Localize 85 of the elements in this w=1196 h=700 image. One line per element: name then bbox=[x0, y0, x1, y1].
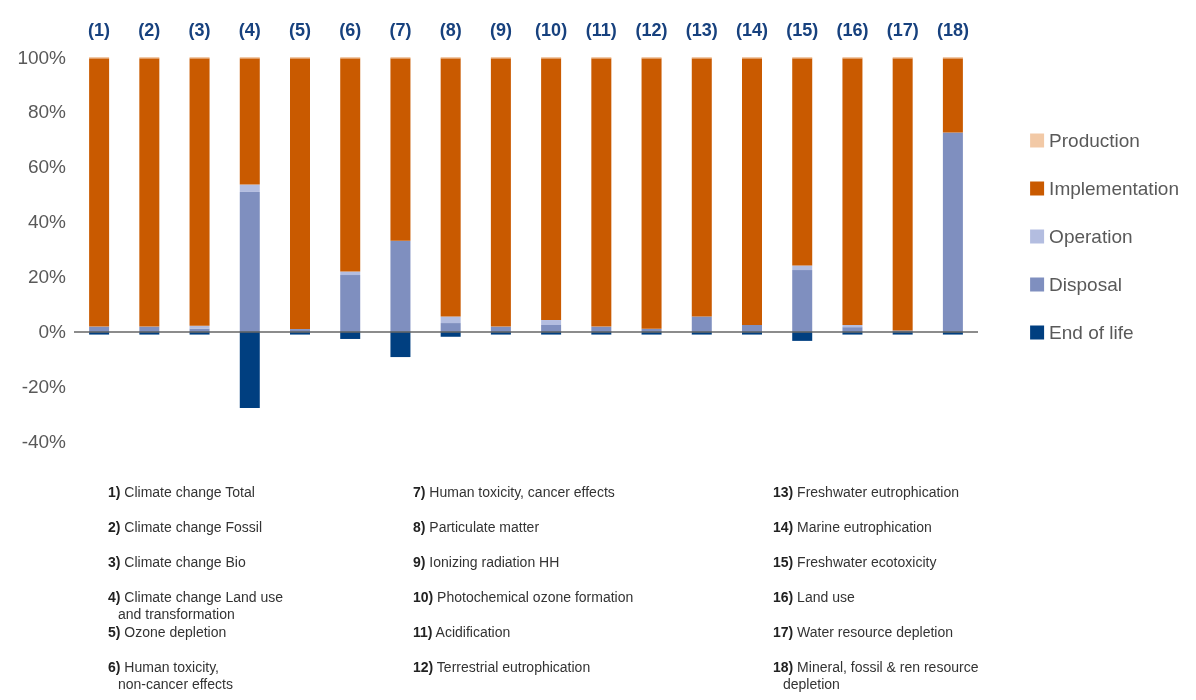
bar bbox=[541, 320, 562, 325]
bar bbox=[792, 270, 813, 332]
bar bbox=[942, 58, 963, 133]
legend-label: Operation bbox=[1049, 226, 1133, 247]
bar bbox=[340, 275, 361, 332]
bar bbox=[490, 58, 511, 327]
text: 17) Water resource depletion bbox=[773, 623, 954, 640]
x-tick-label: (6) bbox=[339, 20, 362, 40]
legend-label: Production bbox=[1049, 130, 1140, 151]
bar bbox=[842, 58, 863, 325]
y-tick-label: -20% bbox=[21, 375, 67, 397]
text: 8) Particulate matter bbox=[413, 518, 540, 535]
x-tick-label: (15) bbox=[786, 20, 819, 40]
text: 14) Marine eutrophication bbox=[773, 518, 932, 535]
bar bbox=[792, 265, 813, 271]
x-tick-label: (17) bbox=[886, 20, 919, 40]
y-tick-label: -40% bbox=[21, 430, 67, 452]
bar bbox=[591, 58, 612, 327]
y-tick-label: 0% bbox=[38, 320, 67, 342]
text: 9) Ionizing radiation HH bbox=[413, 553, 560, 570]
bar bbox=[290, 58, 310, 330]
x-tick-label: (3) bbox=[188, 20, 211, 40]
x-tick-label: (11) bbox=[585, 20, 617, 40]
y-tick-label: 100% bbox=[17, 46, 67, 68]
bar bbox=[892, 58, 913, 331]
text: 4) Climate change Land use and transformation bbox=[108, 588, 284, 622]
text: 13) Freshwater eutrophication bbox=[773, 483, 959, 500]
bar bbox=[189, 58, 210, 326]
bar bbox=[541, 324, 562, 332]
y-tick-label: 60% bbox=[27, 156, 67, 178]
text: 7) Human toxicity, cancer effects bbox=[413, 483, 615, 500]
x-tick-label: (10) bbox=[535, 20, 568, 40]
legend-label: End of life bbox=[1049, 322, 1134, 343]
text: 16) Land use bbox=[773, 588, 855, 605]
text: 18) Mineral, fossil & ren resource depletion bbox=[773, 658, 979, 692]
bar bbox=[842, 327, 863, 332]
bar bbox=[742, 58, 762, 325]
bar bbox=[340, 271, 361, 276]
bar bbox=[139, 58, 160, 327]
bar bbox=[792, 58, 813, 266]
bar bbox=[390, 58, 411, 241]
legend-label: Disposal bbox=[1049, 274, 1122, 295]
bar bbox=[340, 58, 361, 272]
text: 1) Climate change Total bbox=[108, 483, 255, 500]
x-tick-label: (1) bbox=[88, 20, 111, 40]
text: 5) Ozone depletion bbox=[108, 623, 227, 640]
bar bbox=[390, 331, 411, 358]
x-tick-label: (8) bbox=[439, 20, 462, 40]
bar bbox=[691, 58, 712, 317]
x-tick-label: (18) bbox=[936, 20, 969, 40]
bar bbox=[239, 331, 260, 409]
x-tick-label: (7) bbox=[389, 20, 412, 40]
bar bbox=[942, 132, 963, 332]
x-tick-label: (2) bbox=[138, 20, 161, 40]
x-tick-label: (13) bbox=[685, 20, 718, 40]
bar bbox=[440, 316, 461, 324]
text: 10) Photochemical ozone formation bbox=[413, 588, 634, 605]
x-tick-label: (16) bbox=[836, 20, 869, 40]
text: 2) Climate change Fossil bbox=[108, 518, 263, 535]
y-tick-label: 40% bbox=[27, 211, 67, 233]
bar bbox=[239, 184, 260, 192]
bar bbox=[742, 324, 762, 332]
x-tick-label: (4) bbox=[238, 20, 261, 40]
bar bbox=[89, 58, 110, 327]
bar bbox=[440, 323, 461, 332]
text: 15) Freshwater ecotoxicity bbox=[773, 553, 937, 570]
bar bbox=[440, 58, 461, 317]
x-tick-label: (14) bbox=[735, 20, 769, 40]
x-tick-label: (9) bbox=[489, 20, 512, 40]
text: 3) Climate change Bio bbox=[108, 553, 246, 570]
bar bbox=[239, 191, 260, 332]
legend-label: Implementation bbox=[1049, 178, 1179, 199]
bar bbox=[541, 58, 562, 321]
bar bbox=[239, 58, 260, 185]
bar bbox=[390, 240, 411, 332]
y-tick-label: 20% bbox=[27, 265, 67, 287]
text: 6) Human toxicity, non-cancer effects bbox=[108, 658, 233, 692]
bar bbox=[641, 58, 662, 329]
text: 12) Terrestrial eutrophication bbox=[413, 658, 591, 675]
y-tick-label: 80% bbox=[27, 101, 67, 123]
x-tick-label: (5) bbox=[289, 20, 311, 40]
bar bbox=[842, 324, 863, 328]
x-tick-label: (12) bbox=[635, 20, 668, 40]
bar bbox=[691, 316, 712, 332]
text: 11) Acidification bbox=[413, 623, 511, 640]
